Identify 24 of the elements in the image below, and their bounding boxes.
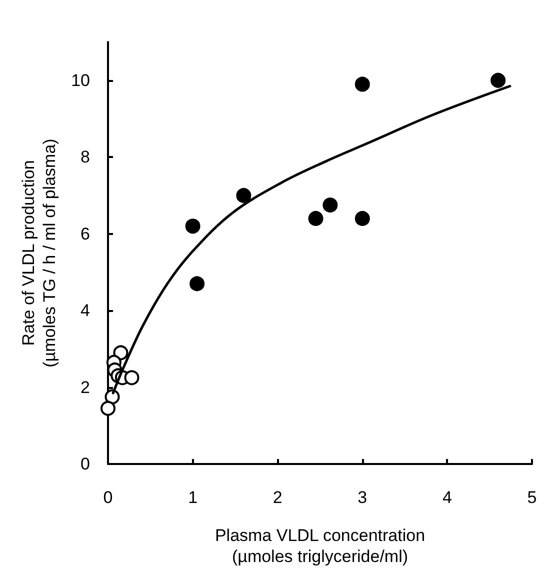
y-tick-label: 4 [80,301,90,320]
y-axis-title: Rate of VLDL production (µmoles TG / h / ml of plasma) [19,138,59,368]
point [354,210,370,226]
x-axis-title: Plasma VLDL concentration (µmoles triglyceride/ml) [214,526,426,566]
x-tick-label: 2 [272,488,282,507]
x-tick-label: 4 [442,488,452,507]
y-tick-label: 2 [80,378,90,397]
point [100,400,116,416]
y-tick-label: 0 [80,454,90,474]
y-tick-label: 6 [80,224,90,244]
point [322,198,338,213]
x-tick-label: 0 [103,488,113,507]
point [354,76,370,92]
point [124,370,140,386]
point [185,218,200,234]
point [190,276,205,292]
y-tick-label: 8 [80,148,90,167]
point [308,210,324,226]
y-tick-label: 10 [71,70,90,90]
x-tick-label: 5 [527,488,537,507]
point [236,188,252,203]
x-tick-label: 1 [188,488,198,507]
point [490,72,506,88]
x-tick-label: 3 [358,488,368,507]
